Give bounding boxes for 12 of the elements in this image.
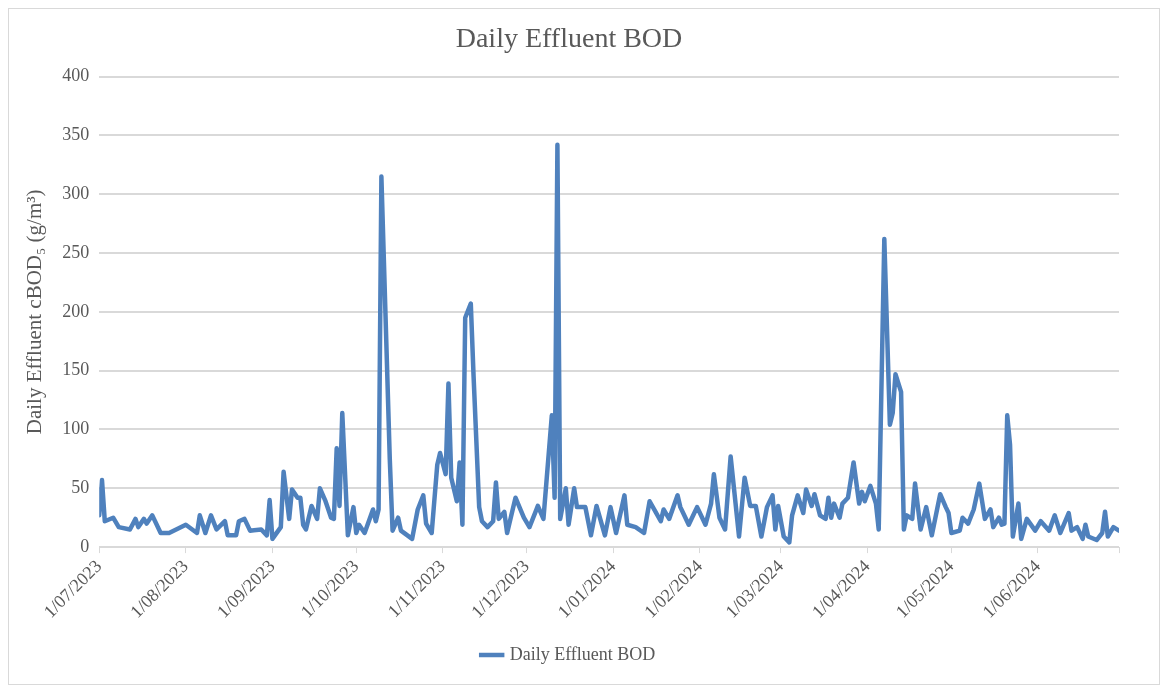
y-axis-title: Daily Effluent cBOD₅ (g/m³) <box>22 189 47 435</box>
y-tick-label: 250 <box>62 241 90 262</box>
y-tick-label: 350 <box>62 124 90 145</box>
y-tick-label: 150 <box>62 359 90 380</box>
y-tick-label: 200 <box>62 300 90 321</box>
y-tick-label: 300 <box>62 182 90 203</box>
y-tick-label: 100 <box>62 418 90 439</box>
y-tick-label: 50 <box>71 477 90 498</box>
y-tick-label: 400 <box>62 65 90 86</box>
chart-title: Daily Effluent BOD <box>455 22 683 54</box>
legend-label: Daily Effluent BOD <box>509 643 656 664</box>
y-tick-label: 0 <box>80 535 90 556</box>
